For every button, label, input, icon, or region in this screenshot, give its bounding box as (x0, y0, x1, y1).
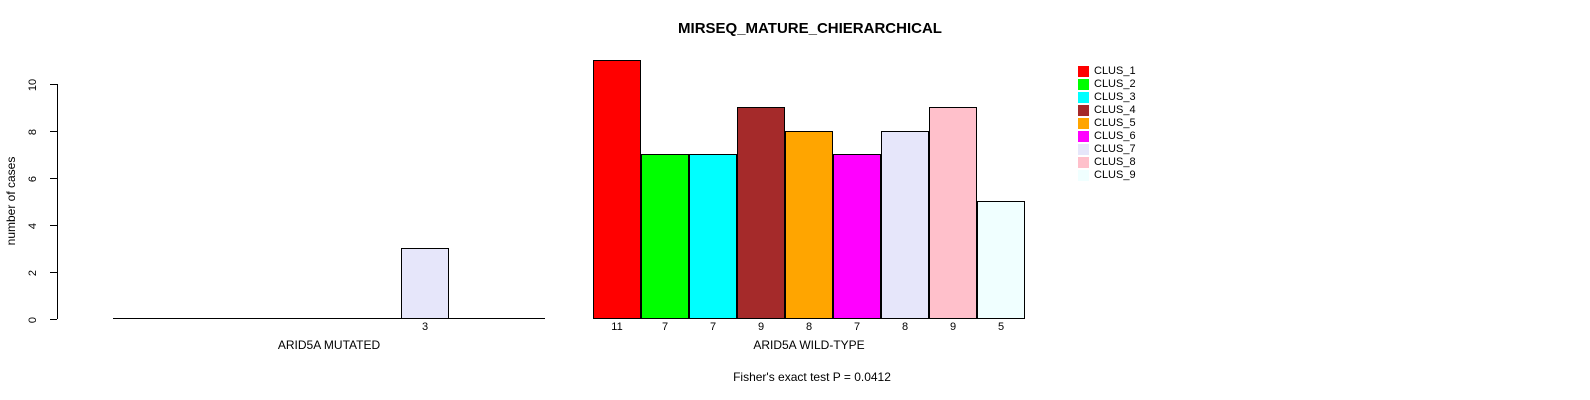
y-tick (50, 272, 57, 273)
legend-label: CLUS_9 (1094, 169, 1136, 181)
group-label-mutated: ARID5A MUTATED (277, 338, 381, 352)
bar-clus_7 (401, 248, 449, 319)
legend-swatch-clus_4 (1078, 105, 1089, 116)
y-tick (50, 84, 57, 85)
bar-value-label: 3 (421, 321, 429, 333)
legend-label: CLUS_5 (1094, 117, 1136, 129)
group-baseline (113, 318, 545, 319)
legend-swatch-clus_2 (1078, 79, 1089, 90)
legend-label: CLUS_7 (1094, 143, 1136, 155)
group-label-wild-type: ARID5A WILD-TYPE (753, 338, 865, 352)
bar-value-label: 5 (997, 321, 1005, 333)
y-tick-label: 6 (27, 175, 39, 182)
legend-label: CLUS_1 (1094, 65, 1136, 77)
y-tick-label: 8 (27, 128, 39, 135)
y-axis (57, 84, 58, 319)
bar-value-label: 7 (853, 321, 861, 333)
bar-clus_1 (593, 60, 641, 319)
y-tick-label: 2 (27, 269, 39, 276)
bar-clus_4 (737, 107, 785, 319)
y-tick-label: 0 (27, 316, 39, 323)
y-tick (50, 178, 57, 179)
y-tick-label: 10 (27, 78, 39, 91)
chart-title: MIRSEQ_MATURE_CHIERARCHICAL (678, 20, 942, 37)
legend-label: CLUS_6 (1094, 130, 1136, 142)
bar-value-label: 8 (901, 321, 909, 333)
bar-value-label: 11 (611, 321, 623, 333)
legend-swatch-clus_1 (1078, 66, 1089, 77)
legend-swatch-clus_6 (1078, 131, 1089, 142)
legend-swatch-clus_5 (1078, 118, 1089, 129)
bar-value-label: 7 (709, 321, 717, 333)
bar-value-label: 9 (949, 321, 957, 333)
y-tick (50, 131, 57, 132)
legend-label: CLUS_3 (1094, 91, 1136, 103)
bar-clus_8 (929, 107, 977, 319)
bar-value-label: 8 (805, 321, 813, 333)
bar-clus_5 (785, 131, 833, 319)
bar-clus_9 (977, 201, 1025, 319)
bar-clus_7 (881, 131, 929, 319)
bar-value-label: 9 (757, 321, 765, 333)
legend-swatch-clus_7 (1078, 144, 1089, 155)
bar-clus_3 (689, 154, 737, 319)
legend-swatch-clus_8 (1078, 157, 1089, 168)
legend-label: CLUS_4 (1094, 104, 1136, 116)
y-axis-label: number of cases (4, 156, 18, 246)
y-tick (50, 225, 57, 226)
legend-label: CLUS_8 (1094, 156, 1136, 168)
annotation-fisher-test: Fisher's exact test P = 0.0412 (733, 370, 891, 384)
legend-swatch-clus_9 (1078, 170, 1089, 181)
bar-clus_2 (641, 154, 689, 319)
bar-clus_6 (833, 154, 881, 319)
legend-label: CLUS_2 (1094, 78, 1136, 90)
y-tick-label: 4 (27, 222, 39, 229)
y-tick (50, 319, 57, 320)
legend-swatch-clus_3 (1078, 92, 1089, 103)
bar-value-label: 7 (661, 321, 669, 333)
